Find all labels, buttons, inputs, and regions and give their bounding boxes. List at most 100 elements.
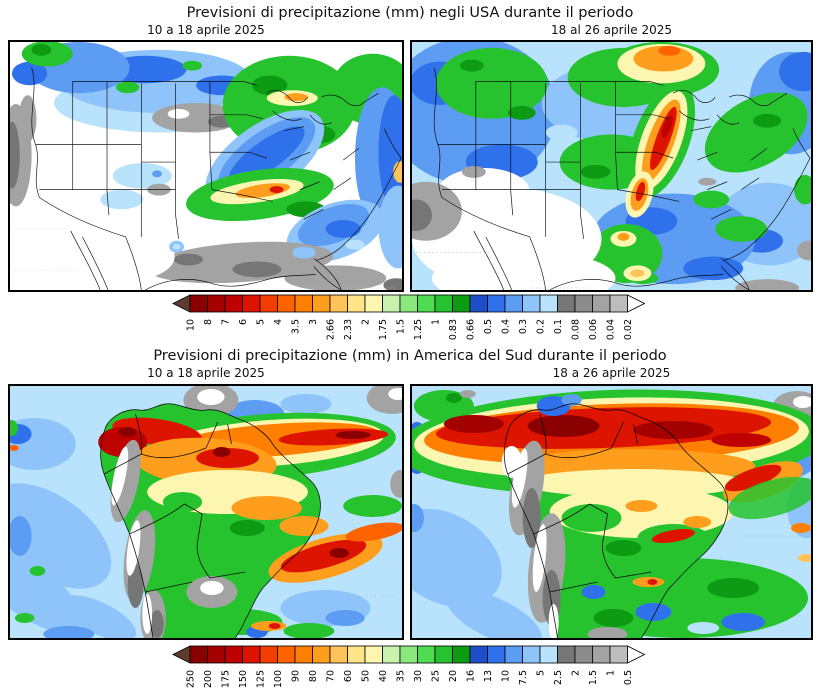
colorbar-cell [277,645,296,664]
colorbar-cell [487,645,506,664]
colorbar-canvas: 250 200 175 150 125 100 90 80 70 60 50 40 35 30 25 20 16… [172,645,646,688]
colorbar-cell [189,294,208,313]
colorbar-tick-label: 2.66 [326,319,337,340]
colorbar-tick-label: 125 [256,670,267,688]
colorbar-cell [259,645,278,664]
colorbar-tick-label: 35 [396,670,407,682]
colorbar-tick-label: 13 [483,670,494,682]
usa-map1-date-label: 10 a 18 aprile 2025 [147,23,265,37]
colorbar-tick-label: 10 [186,319,197,331]
colorbar-tick-label: 90 [291,670,302,682]
colorbar-tick-label: 50 [361,670,372,682]
colorbar-tick-label: 7.5 [518,670,529,685]
colorbar-tick-label: 70 [326,670,337,682]
colorbar-cell [574,294,593,313]
colorbar-cell [452,645,471,664]
colorbar-tick-label: 175 [221,670,232,688]
colorbar-tick-label: 5 [256,319,267,325]
colorbar-cell [522,294,541,313]
colorbar-cell [469,294,488,313]
colorbar-tick-label: 100 [273,670,284,688]
colorbar-cell [592,645,611,664]
colorbar-tick-label: 7 [221,319,232,325]
colorbar-cell [294,645,313,664]
usa-map2-date-label: 18 al 26 aprile 2025 [551,23,672,37]
sa-precipitation-map-period2 [410,384,813,640]
colorbar-cell [364,294,383,313]
colorbar-cell [242,294,261,313]
sa-map1-date-label: 10 a 18 aprile 2025 [147,366,265,380]
colorbar-tick-label: 0.4 [501,319,512,334]
colorbar-cell [329,294,348,313]
colorbar-tick-label: 2 [361,319,372,325]
colorbar-cell [259,294,278,313]
colorbar-tick-label: 0.02 [623,319,634,340]
usa-panel-title: Previsioni di precipitazione (mm) negli … [186,5,634,21]
usa-precipitation-map-period2 [410,40,813,292]
colorbar-tick-label: 6 [238,319,249,325]
sa-precipitation-map-period1 [8,384,404,640]
colorbar-tick-label: 0.3 [518,319,529,334]
colorbar-cell [207,645,226,664]
colorbar-cell [242,645,261,664]
colorbar-tick-label: 150 [238,670,249,688]
colorbar-tick-label: 10 [501,670,512,682]
colorbar-tick-label: 30 [413,670,424,682]
colorbar-cell [312,645,331,664]
colorbar-tick-label: 0.04 [606,319,617,340]
colorbar-tick-label: 40 [378,670,389,682]
colorbar-canvas: 10 8 7 6 5 4 3.5 3 2.66 2.33 2 1.75 1.5 1.25 1 0.83 0.66… [172,294,646,340]
colorbar-tick-label: 1.75 [378,319,389,340]
colorbar-cell [557,645,576,664]
colorbar-tick-label: 1 [431,319,442,325]
colorbar-tick-label: 2.5 [553,670,564,685]
colorbar-tick-label: 3 [308,319,319,325]
colorbar-cell [574,645,593,664]
colorbar-tick-label: 0.5 [483,319,494,334]
colorbar-cell [277,294,296,313]
south-america-panel-title: Previsioni di precipitazione (mm) in Ame… [153,348,667,364]
colorbar-cell [347,645,366,664]
usa-colorbar: 10 8 7 6 5 4 3.5 3 2.66 2.33 2 1.75 1.5 1.25 1 0.83 0.66… [0,294,820,344]
colorbar-cell [399,645,418,664]
colorbar-cell [504,294,523,313]
colorbar-cell [364,645,383,664]
usa-map1-canvas [10,42,402,290]
colorbar-tick-label: 2.33 [343,319,354,340]
colorbar-cell [312,294,331,313]
colorbar-tick-label: 0.08 [571,319,582,340]
colorbar-tick-label: 16 [466,670,477,682]
colorbar-low-arrow [627,645,646,664]
colorbar-tick-label: 60 [343,670,354,682]
colorbar-cell [347,294,366,313]
sa-map2-date-label: 18 a 26 aprile 2025 [552,366,671,380]
colorbar-cell [609,294,628,313]
colorbar-cell [434,294,453,313]
colorbar-cell [207,294,226,313]
colorbar-tick-label: 0.06 [588,319,599,340]
colorbar-cell [592,294,611,313]
colorbar-tick-label: 1.5 [588,670,599,685]
colorbar-cell [417,294,436,313]
colorbar-low-arrow [627,294,646,313]
colorbar-tick-label: 0.66 [466,319,477,340]
colorbar-cell [294,294,313,313]
colorbar-tick-label: 1 [606,670,617,676]
colorbar-tick-label: 80 [308,670,319,682]
colorbar-cell [434,645,453,664]
colorbar-tick-label: 8 [203,319,214,325]
colorbar-cell [539,294,558,313]
colorbar-cell [189,645,208,664]
sa-map1-canvas [10,386,402,638]
colorbar-tick-label: 2 [571,670,582,676]
colorbar-tick-label: 200 [203,670,214,688]
sa-map2-canvas [412,386,811,638]
colorbar-tick-label: 0.5 [623,670,634,685]
colorbar-cell [417,645,436,664]
colorbar-tick-label: 250 [186,670,197,688]
colorbar-cell [224,294,243,313]
colorbar-cell [329,645,348,664]
colorbar-high-arrow [172,645,191,664]
colorbar-tick-label: 5 [536,670,547,676]
